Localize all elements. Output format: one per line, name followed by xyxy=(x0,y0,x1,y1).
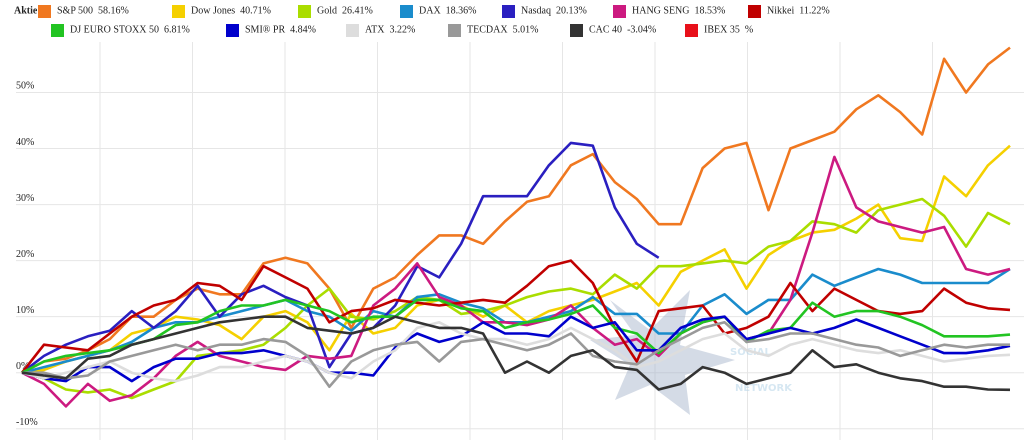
legend-label: Dow Jones xyxy=(191,5,235,16)
legend-value: 18.53% xyxy=(695,5,726,16)
series-line xyxy=(21,315,1011,392)
legend-label: S&P 500 xyxy=(57,5,93,16)
y-tick-label: 50% xyxy=(16,81,34,92)
legend-swatch xyxy=(748,5,761,18)
legend-value: 40.71% xyxy=(240,5,271,16)
legend-label: SMI® PR xyxy=(245,24,285,35)
legend-label: Nasdaq xyxy=(521,5,551,16)
watermark-text: NETWORK xyxy=(735,383,793,394)
legend-swatch xyxy=(570,24,583,37)
y-tick-label: 10% xyxy=(16,305,34,316)
legend-value: 6.81% xyxy=(164,24,190,35)
legend-value: 58.16% xyxy=(98,5,129,16)
legend-swatch xyxy=(298,5,311,18)
y-tick-label: 0% xyxy=(16,361,29,372)
legend-swatch xyxy=(226,24,239,37)
legend-label: CAC 40 xyxy=(589,24,622,35)
series-line xyxy=(21,315,1011,383)
y-tick-label: -10% xyxy=(16,417,38,428)
series-line xyxy=(21,267,1011,374)
legend-value: 3.22% xyxy=(389,24,415,35)
legend-label: Nikkei xyxy=(767,5,794,16)
legend-value: 11.22% xyxy=(799,5,829,16)
legend-value: 4.84% xyxy=(290,24,316,35)
series-line xyxy=(22,321,1010,388)
series-line xyxy=(21,155,1011,408)
legend-label: DAX xyxy=(419,5,441,16)
watermark: SOCIAL NETWORK xyxy=(590,290,793,415)
series-line xyxy=(21,141,660,374)
legend-label: DJ EURO STOXX 50 xyxy=(70,24,159,35)
legend-label: ATX xyxy=(365,24,385,35)
legend-swatch xyxy=(613,5,626,18)
y-tick-label: 40% xyxy=(16,137,34,148)
series-line xyxy=(21,46,1011,374)
legend-label: HANG SENG xyxy=(632,5,690,16)
legend-swatch xyxy=(38,5,51,18)
legend-value: % xyxy=(745,24,753,35)
y-tick-label: 30% xyxy=(16,193,34,204)
legend-swatch xyxy=(448,24,461,37)
legend-swatch xyxy=(502,5,515,18)
series-line xyxy=(21,197,1011,400)
legend-value: 20.13% xyxy=(556,5,587,16)
legend-swatch xyxy=(346,24,359,37)
legend-swatch xyxy=(685,24,698,37)
legend-label: IBEX 35 xyxy=(704,24,740,35)
series-line xyxy=(21,298,1011,374)
legend-title: Aktie xyxy=(14,5,38,16)
series-line xyxy=(21,144,1011,374)
legend-swatch xyxy=(172,5,185,18)
y-tick-label: 20% xyxy=(16,249,34,260)
legend-value: -3.04% xyxy=(627,24,656,35)
legend-value: 26.41% xyxy=(342,5,373,16)
legend-swatch xyxy=(51,24,64,37)
legend-label: TECDAX xyxy=(467,24,508,35)
legend-label: Gold xyxy=(317,5,337,16)
series-line xyxy=(20,259,1011,374)
series-line xyxy=(21,321,1011,383)
legend-value: 5.01% xyxy=(513,24,539,35)
legend-swatch xyxy=(400,5,413,18)
legend-value: 18.36% xyxy=(446,5,477,16)
